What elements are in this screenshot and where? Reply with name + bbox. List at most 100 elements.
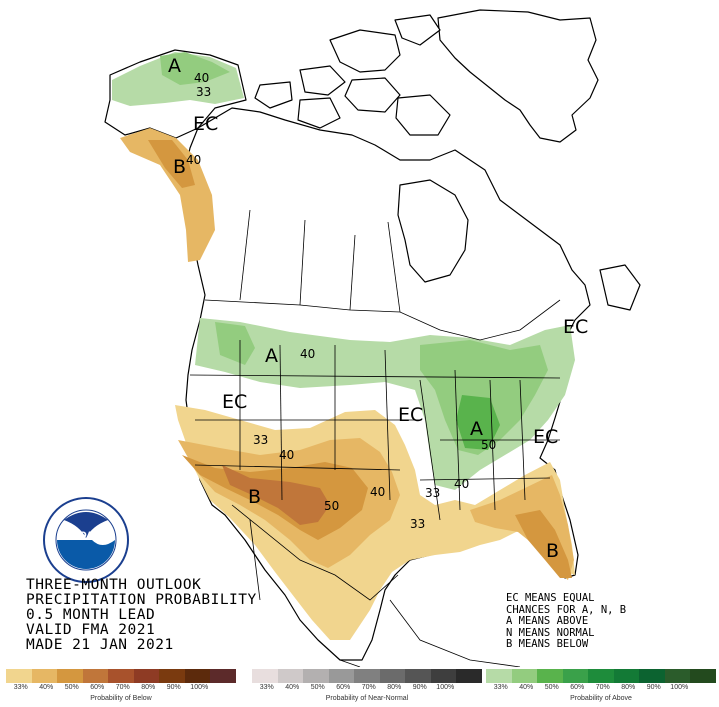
legend-note-3: A MEANS ABOVE [506, 615, 589, 627]
svg-text:NOAA: NOAA [72, 531, 101, 541]
scale-below-tick: 50% [64, 684, 79, 691]
scale-below-swatch [82, 669, 108, 683]
north-a-label: A [265, 345, 278, 367]
legend-notes: EC MEANS EQUAL CHANCES FOR A, N, B A MEA… [506, 592, 627, 651]
scale-above-title: Probability of Above [570, 695, 632, 702]
scale-below-swatch [6, 669, 32, 683]
scale-normal-swatch [303, 669, 329, 683]
scale-above-swatch [562, 669, 588, 683]
legend-note-2: CHANCES FOR A, N, B [506, 603, 627, 616]
title-line-4: VALID FMA 2021 [26, 622, 156, 638]
legend-note-4: N MEANS NORMAL [506, 626, 595, 639]
alaska-33-label: 33 [196, 85, 211, 99]
scale-below-swatch [159, 669, 185, 683]
scale-below-tick: 90% [166, 684, 181, 691]
south-40a-label: 40 [279, 448, 294, 462]
scale-below-ticks: 33% 40% 50% 60% 70% 80% 90% 100% [6, 683, 236, 693]
ohio-50-label: 50 [481, 438, 496, 452]
scale-normal-tick: 50% [310, 684, 325, 691]
scale-above-swatch [588, 669, 614, 683]
south-33a-label: 33 [253, 433, 268, 447]
scale-above-ticks: 33% 40% 50% 60% 70% 80% 90% 100% [486, 683, 716, 693]
scale-above: 33% 40% 50% 60% 70% 80% 90% 100% Probability of… [486, 669, 716, 707]
scale-below-swatches [6, 669, 236, 683]
scale-below-tick: 70% [115, 684, 130, 691]
legend-note-5: B MEANS BELOW [506, 638, 589, 650]
scale-below-tick: 33% [13, 684, 28, 691]
panhandle-b-label: B [173, 156, 186, 178]
panhandle-40-label: 40 [186, 153, 201, 167]
scale-above-tick: 100% [670, 684, 689, 691]
alaska-ec-label: EC [193, 113, 218, 135]
northeast-ec-label: EC [563, 316, 588, 338]
south-33b-label: 33 [410, 517, 425, 531]
scale-normal-swatch [456, 669, 482, 683]
scale-above-swatches [486, 669, 716, 683]
scale-above-swatch [664, 669, 690, 683]
legend-note-1: EC MEANS EQUAL [506, 592, 595, 604]
scale-normal-tick: 90% [412, 684, 427, 691]
title-line-3: 0.5 MONTH LEAD [26, 607, 156, 623]
scale-above-tick: 70% [595, 684, 610, 691]
scale-above-tick: 33% [493, 684, 508, 691]
north-40-label: 40 [300, 347, 315, 361]
probability-shading [112, 52, 575, 640]
scale-below-tick: 80% [141, 684, 156, 691]
title-line-2: PRECIPITATION PROBABILITY [26, 592, 257, 608]
ohio-a-label: A [470, 418, 483, 440]
scale-above-swatch [690, 669, 716, 683]
outlook-title: THREE-MONTH OUTLOOK PRECIPITATION PROBAB… [26, 578, 257, 653]
scale-normal-swatch [328, 669, 354, 683]
scale-below-tick: 100% [190, 684, 209, 691]
scale-normal: 33% 40% 50% 60% 70% 80% 90% 100% Probability of… [252, 669, 482, 707]
scale-above-swatch [486, 669, 512, 683]
scale-normal-ticks: 33% 40% 50% 60% 70% 80% 90% 100% [252, 683, 482, 693]
scale-normal-swatch [430, 669, 456, 683]
scale-above-swatch [639, 669, 665, 683]
scale-normal-swatch [354, 669, 380, 683]
scale-normal-swatches [252, 669, 482, 683]
scale-normal-tick: 100% [436, 684, 455, 691]
outlook-map: A 40 33 EC B 40 A 40 EC EC EC EC A 50 40… [104, 9, 641, 667]
scale-below-title: Probability of Below [90, 695, 152, 702]
florida-b-label: B [546, 540, 559, 562]
scale-above-tick: 80% [621, 684, 636, 691]
scale-normal-tick: 70% [361, 684, 376, 691]
scale-below: 33% 40% 50% 60% 70% 80% 90% 100% Probability of… [6, 669, 236, 707]
scale-normal-tick: 33% [259, 684, 274, 691]
scale-above-tick: 60% [570, 684, 585, 691]
south-50-label: 50 [324, 499, 339, 513]
ohio-40-label: 40 [454, 477, 469, 491]
west-ec-label: EC [222, 391, 247, 413]
scale-above-tick: 50% [544, 684, 559, 691]
political-boundaries [189, 209, 561, 667]
scale-normal-swatch [252, 669, 278, 683]
scale-below-tick: 40% [39, 684, 54, 691]
map-labels: A 40 33 EC B 40 A 40 EC EC EC EC A 50 40… [168, 55, 588, 562]
scale-normal-swatch [405, 669, 431, 683]
scale-above-swatch [537, 669, 563, 683]
scale-below-swatch [31, 669, 57, 683]
scale-below-swatch [133, 669, 159, 683]
title-line-5: MADE 21 JAN 2021 [26, 637, 174, 653]
scale-normal-tick: 40% [285, 684, 300, 691]
southwest-b-label: B [248, 486, 261, 508]
scale-normal-tick: 60% [336, 684, 351, 691]
scale-above-swatch [511, 669, 537, 683]
south-40b-label: 40 [370, 485, 385, 499]
alaska-a-label: A [168, 55, 181, 77]
scale-above-swatch [613, 669, 639, 683]
noaa-logo: NOAA [43, 497, 129, 583]
scale-above-tick: 90% [646, 684, 661, 691]
scale-normal-title: Probability of Near-Normal [325, 695, 409, 702]
scale-below-swatch [184, 669, 210, 683]
scale-normal-swatch [277, 669, 303, 683]
scale-below-tick: 60% [90, 684, 105, 691]
scale-below-swatch [210, 669, 236, 683]
ohio-33-label: 33 [425, 486, 440, 500]
alaska-40-label: 40 [194, 71, 209, 85]
central-ec-label: EC [398, 404, 423, 426]
scale-above-tick: 40% [519, 684, 534, 691]
scale-normal-swatch [379, 669, 405, 683]
scale-below-swatch [108, 669, 134, 683]
